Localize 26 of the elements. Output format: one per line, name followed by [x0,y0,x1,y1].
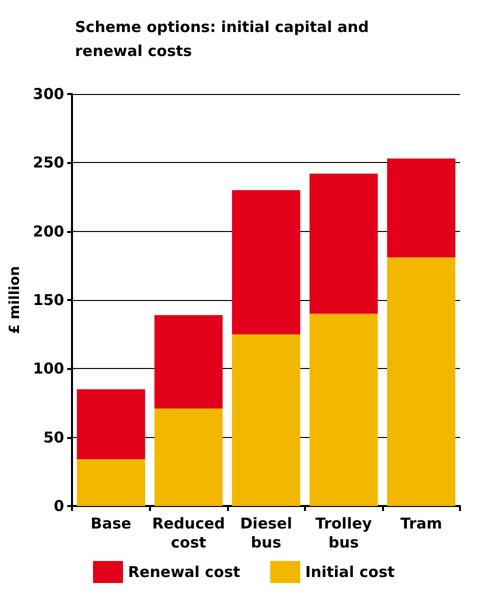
x-tick-label: Diesel bus [240,514,292,552]
y-tick-label: 150 [32,291,64,309]
legend-label: Renewal cost [128,563,240,581]
bar [310,314,378,506]
bar [232,190,300,334]
bar [154,315,223,408]
bar [310,174,378,314]
x-tick-label: Trolley bus [315,514,372,552]
y-tick-label: 200 [32,222,64,240]
y-tick-label: 300 [32,85,64,103]
y-tick-label: 50 [43,428,64,446]
bar [387,257,456,506]
x-tick-label: Reduced cost [152,514,226,552]
bar [387,158,456,258]
bar [154,408,223,506]
y-tick-label: 0 [54,497,64,515]
x-tick-label: Tram [400,514,442,532]
y-tick-label: 100 [32,360,64,378]
x-tick-label: Base [90,514,132,532]
legend-label: Initial cost [305,563,395,581]
y-axis-title: £ million [7,266,23,334]
chart-title: Scheme options: initial capital and renewal costs [75,18,374,60]
bar [232,334,300,506]
bar [76,389,146,460]
bar [76,459,146,506]
y-tick-label: 250 [32,154,64,172]
